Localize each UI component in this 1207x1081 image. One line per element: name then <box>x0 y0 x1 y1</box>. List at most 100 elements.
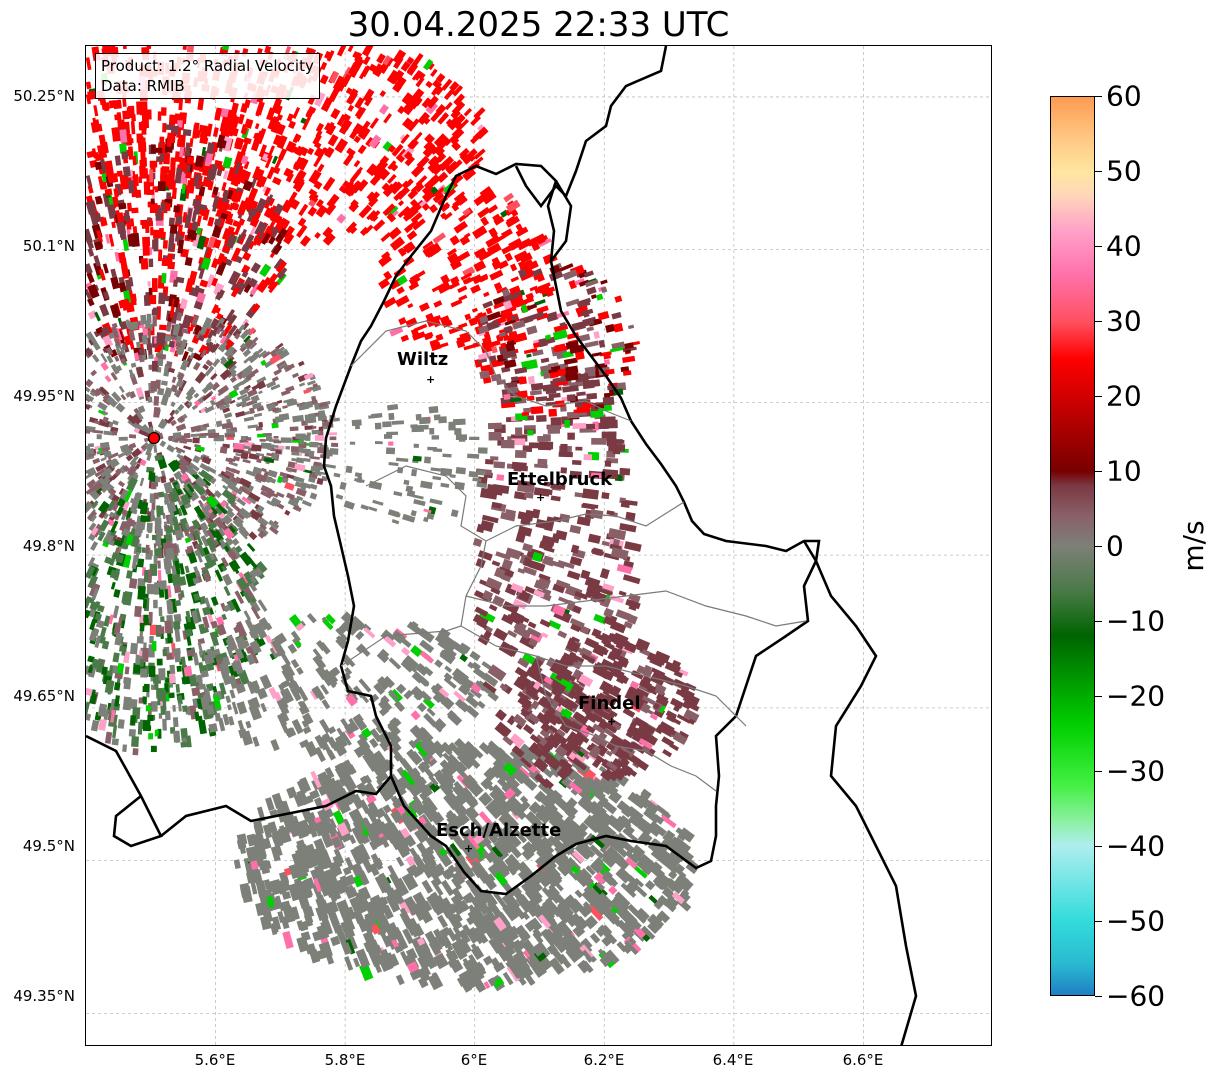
echo-cell <box>184 142 191 157</box>
echo-cell <box>222 573 233 586</box>
echo-cell <box>154 337 157 344</box>
echo-cell <box>178 96 184 111</box>
echo-cell <box>128 277 134 287</box>
echo-cell <box>174 439 179 443</box>
echo-cell <box>445 160 460 175</box>
echo-cell <box>90 541 99 551</box>
echo-cell <box>231 537 240 546</box>
echo-cell <box>239 439 249 444</box>
echo-cell <box>114 355 120 362</box>
echo-cell <box>386 69 401 85</box>
echo-cell <box>199 349 207 358</box>
echo-cell <box>276 475 283 484</box>
echo-cell <box>98 269 106 281</box>
echo-cell <box>149 203 158 214</box>
echo-cell <box>179 349 184 355</box>
echo-cell <box>143 294 151 306</box>
echo-cell <box>311 425 317 429</box>
echo-cell <box>237 719 245 730</box>
echo-cell <box>217 473 229 482</box>
echo-cell <box>173 408 180 415</box>
echo-cell <box>599 568 610 580</box>
echo-cell <box>254 197 268 214</box>
echo-cell <box>221 46 230 51</box>
echo-cell <box>233 442 246 451</box>
echo-cell <box>208 432 220 439</box>
echo-cell <box>192 232 198 241</box>
echo-cell <box>110 363 120 375</box>
echo-cell <box>111 419 119 426</box>
echo-cell <box>422 58 434 71</box>
echo-cell <box>434 659 444 668</box>
echo-cell <box>444 665 453 673</box>
echo-cell <box>369 173 382 186</box>
echo-cell <box>427 62 435 71</box>
echo-cell <box>283 232 295 245</box>
echo-cell <box>421 202 431 212</box>
echo-cell <box>156 505 161 518</box>
echo-cell <box>170 157 176 168</box>
echo-cell <box>259 439 266 442</box>
echo-cell <box>224 217 234 226</box>
echo-cell <box>280 199 294 214</box>
echo-cell <box>323 405 329 409</box>
echo-cell <box>184 215 192 229</box>
echo-cell <box>150 323 153 331</box>
echo-cell <box>407 139 417 150</box>
echo-cell <box>241 496 252 505</box>
echo-cell <box>547 425 561 434</box>
echo-cell <box>141 223 148 229</box>
echo-cell <box>89 212 99 226</box>
echo-cell <box>220 357 228 366</box>
echo-cell <box>154 517 162 531</box>
echo-cell <box>139 477 145 487</box>
echo-cell <box>176 312 183 322</box>
echo-cell <box>240 170 251 185</box>
echo-cell <box>125 570 133 579</box>
echo-cell <box>292 475 305 484</box>
echo-cell <box>166 253 174 264</box>
echo-cell <box>367 196 379 208</box>
echo-cell <box>127 180 135 194</box>
echo-cell <box>316 147 327 162</box>
echo-cell <box>225 234 238 249</box>
echo-cell <box>252 402 263 410</box>
echo-cell <box>274 415 284 423</box>
echo-cell <box>249 282 261 296</box>
echo-cell <box>354 106 364 118</box>
echo-cell <box>97 529 103 536</box>
echo-cell <box>269 211 281 223</box>
echo-cell <box>250 208 262 224</box>
echo-cell <box>602 419 618 429</box>
echo-cell <box>161 272 167 284</box>
echo-cell <box>143 437 150 443</box>
echo-cell <box>488 604 498 612</box>
echo-cell <box>110 371 118 381</box>
echo-cell <box>87 443 95 448</box>
echo-cell <box>265 380 277 389</box>
echo-cell <box>324 146 335 159</box>
echo-cell <box>240 730 253 746</box>
echo-cell <box>527 430 534 436</box>
echo-cell <box>245 371 256 381</box>
echo-cell <box>206 142 215 155</box>
echo-cell <box>296 224 308 238</box>
echo-cell <box>155 147 163 153</box>
echo-cell <box>308 199 317 208</box>
echo-cell <box>260 442 272 450</box>
echo-cell <box>417 111 431 126</box>
echo-cell <box>397 200 405 207</box>
echo-cell <box>138 142 147 153</box>
echo-cell <box>273 440 282 444</box>
echo-cell <box>86 81 92 90</box>
echo-cell <box>243 445 250 450</box>
echo-cell <box>221 477 229 484</box>
echo-cell <box>430 147 438 154</box>
echo-cell <box>292 172 304 186</box>
echo-cell <box>257 516 269 528</box>
echo-cell <box>207 216 215 227</box>
echo-cell <box>96 230 103 243</box>
echo-cell <box>465 148 478 161</box>
echo-cell <box>315 435 324 441</box>
echo-cell <box>113 188 119 198</box>
